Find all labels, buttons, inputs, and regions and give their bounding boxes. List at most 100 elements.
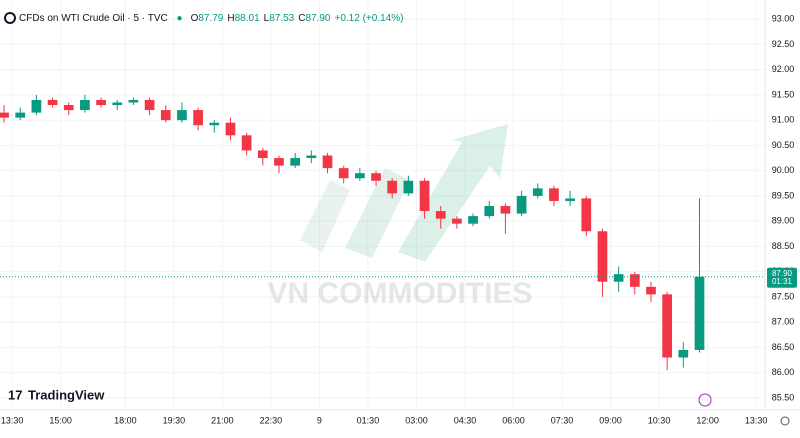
candle-body xyxy=(241,135,252,151)
watermark: VN COMMODITIES xyxy=(267,124,533,310)
candle-body xyxy=(160,110,171,121)
watermark-shape xyxy=(345,168,410,258)
candle-body xyxy=(435,211,446,219)
ohlc-value: 87.53 xyxy=(269,13,294,24)
symbol: CFDs on WTI Crude Oil · 5 · TVC xyxy=(19,13,168,24)
candle-body xyxy=(112,102,123,106)
y-tick-label: 92.50 xyxy=(772,39,795,49)
candle-body xyxy=(274,158,284,166)
candle-body xyxy=(257,150,268,159)
ohlc-value: 87.79 xyxy=(198,13,223,24)
candle-body xyxy=(468,216,478,224)
event-icon[interactable] xyxy=(698,393,712,407)
candle-body xyxy=(516,195,527,214)
change: +0.12 (+0.14%) xyxy=(335,13,404,24)
x-tick-label: 09:00 xyxy=(599,415,622,425)
candle-body xyxy=(96,99,106,106)
ohlc-key: H xyxy=(227,13,234,24)
candle-body xyxy=(338,168,349,179)
y-tick-label: 93.00 xyxy=(772,14,795,24)
symbol-icon xyxy=(4,12,16,24)
x-tick-label: 04:30 xyxy=(454,415,477,425)
candle-body xyxy=(694,276,705,350)
watermark-shape xyxy=(300,180,350,252)
ohlc-key: O xyxy=(191,13,199,24)
settings-icon[interactable] xyxy=(780,416,790,426)
y-tick-label: 86.50 xyxy=(772,342,795,352)
watermark-shape xyxy=(398,124,508,262)
x-tick-label: 03:00 xyxy=(405,415,428,425)
candle-body xyxy=(225,122,236,136)
y-tick-label: 90.50 xyxy=(772,140,795,150)
countdown: 01:31 xyxy=(772,277,793,286)
last-price-label: 87.90 xyxy=(772,269,793,278)
last-price-box xyxy=(767,267,797,288)
candle-body xyxy=(597,231,608,282)
candle-body xyxy=(128,99,139,103)
y-tick-label: 87.00 xyxy=(772,317,795,327)
candle-body xyxy=(31,99,42,113)
x-tick-label: 21:00 xyxy=(211,415,234,425)
candle-body xyxy=(306,155,317,159)
y-tick-label: 87.50 xyxy=(772,291,795,301)
candle-body xyxy=(209,122,220,126)
candle-body xyxy=(403,180,414,194)
legend-header[interactable]: CFDs on WTI Crude Oil · 5 · TVC ● O87.79 H… xyxy=(19,13,403,24)
x-tick-label: 19:30 xyxy=(163,415,186,425)
candle-body xyxy=(452,218,462,224)
candle-body xyxy=(47,99,58,106)
candle-body xyxy=(613,274,624,282)
candle-body xyxy=(678,349,689,358)
y-tick-label: 92.00 xyxy=(772,64,795,74)
candle-body xyxy=(549,188,559,201)
y-tick-label: 89.50 xyxy=(772,190,795,200)
x-tick-label: 10:30 xyxy=(648,415,671,425)
candle-body xyxy=(500,206,511,214)
candle-body xyxy=(419,180,430,212)
x-tick-label: 22:30 xyxy=(260,415,283,425)
watermark-text: VN COMMODITIES xyxy=(267,277,532,310)
x-tick-label: 07:30 xyxy=(551,415,574,425)
candle-body xyxy=(144,99,155,111)
candle-body xyxy=(80,99,90,111)
x-tick-label: 9 xyxy=(317,415,322,425)
ohlc-key: L xyxy=(264,13,270,24)
ohlc-value: 87.90 xyxy=(305,13,330,24)
x-tick-label: 01:30 xyxy=(357,415,380,425)
x-tick-label: 13:30 xyxy=(745,415,768,425)
ohlc-key: C xyxy=(298,13,305,24)
x-tick-label: 12:00 xyxy=(696,415,719,425)
candle-body xyxy=(355,173,365,179)
y-tick-label: 90.00 xyxy=(772,165,795,175)
logo-mark: 17 xyxy=(8,387,22,402)
candle-body xyxy=(177,110,187,121)
x-tick-label: 06:00 xyxy=(502,415,525,425)
logo: TradingView xyxy=(28,387,105,402)
candle-body xyxy=(662,294,673,358)
y-tick-label: 85.50 xyxy=(772,392,795,402)
candle-body xyxy=(0,112,9,118)
y-tick-label: 86.00 xyxy=(772,367,795,377)
candle-body xyxy=(387,180,398,194)
x-tick-label: 15:00 xyxy=(49,415,72,425)
candle-body xyxy=(371,173,381,181)
x-tick-label: 18:00 xyxy=(114,415,137,425)
candle-body xyxy=(193,110,203,126)
y-tick-label: 91.50 xyxy=(772,89,795,99)
candle-body xyxy=(629,274,640,287)
candle-body xyxy=(322,155,333,169)
x-tick-label: 13:30 xyxy=(1,415,24,425)
candle-body xyxy=(532,188,543,196)
candle-body xyxy=(15,112,26,118)
candle-body xyxy=(565,198,575,201)
candle-body xyxy=(646,286,656,295)
candle-body xyxy=(484,206,495,217)
y-tick-label: 91.00 xyxy=(772,115,795,125)
candle-body xyxy=(290,158,301,166)
y-tick-label: 89.00 xyxy=(772,216,795,226)
y-tick-label: 88.50 xyxy=(772,241,795,251)
live-dot: ● xyxy=(177,13,183,24)
candle-body xyxy=(63,105,74,111)
candle-body xyxy=(581,198,592,232)
